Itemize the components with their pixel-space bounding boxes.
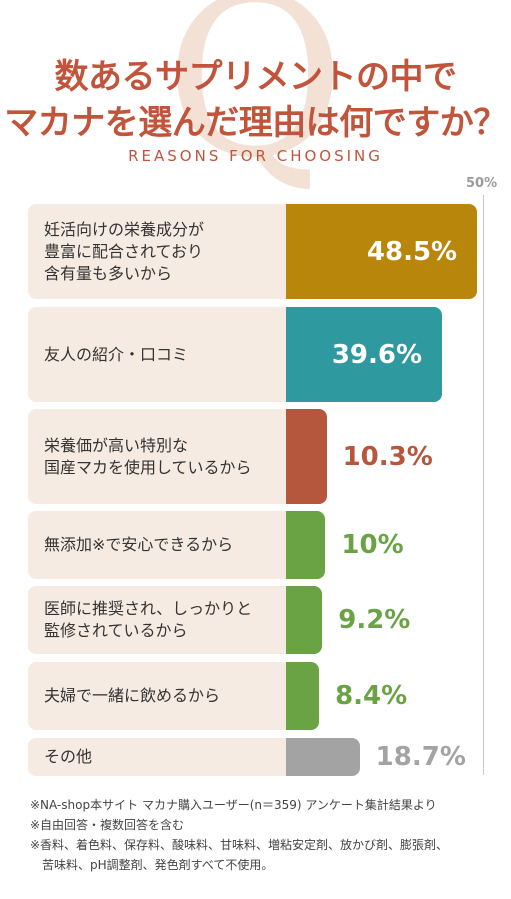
chart-row: 夫婦で一緒に飲めるから 8.4%	[0, 662, 511, 730]
category-label-box: 栄養価が高い特別な 国産マカを使用しているから	[28, 409, 300, 504]
title-line-1: 数あるサプリメントの中で	[54, 57, 458, 97]
value-label: 9.2%	[338, 605, 411, 635]
category-label-box: その他	[28, 738, 300, 776]
bar	[286, 307, 443, 402]
footnote: ※香料、着色料、保存料、酸味料、甘味料、増粘安定剤、放かび剤、膨張剤、	[30, 838, 449, 852]
chart-subtitle: REASONS FOR CHOOSING	[128, 147, 383, 165]
value-label: 10%	[341, 530, 404, 560]
q-watermark-icon: Q	[164, 0, 346, 206]
value-label: 39.6%	[331, 339, 423, 370]
chart-title: 数あるサプリメントの中で マカナを選んだ理由は何ですか？	[0, 54, 511, 146]
footnote: 苦味料、pH調整剤、発色剤すべて不使用。	[30, 858, 274, 872]
footnotes: ※NA-shop本サイト マカナ購入ユーザー(n＝359) アンケート集計結果よ…	[30, 795, 500, 875]
category-label-box: 医師に推奨され、しっかりと 監修されているから	[28, 586, 300, 654]
bar	[286, 738, 360, 776]
chart-row: 妊活向けの栄養成分が 豊富に配合されており 含有量も多いから 48.5%	[0, 204, 511, 299]
category-label-box: 無添加※で安心できるから	[28, 511, 300, 579]
axis-max-label: 50%	[466, 176, 498, 191]
category-label: 医師に推奨され、しっかりと 監修されているから	[44, 599, 253, 640]
value-label: 48.5%	[366, 236, 458, 267]
chart-row: 医師に推奨され、しっかりと 監修されているから 9.2%	[0, 586, 511, 654]
category-label: 栄養価が高い特別な 国産マカを使用しているから	[44, 435, 252, 477]
footnote: ※自由回答・複数回答を含む	[30, 818, 185, 832]
category-label-box: 妊活向けの栄養成分が 豊富に配合されており 含有量も多いから	[28, 204, 300, 299]
title-line-2: マカナを選んだ理由は何ですか？	[4, 103, 507, 143]
bar	[286, 204, 478, 299]
chart-row: 栄養価が高い特別な 国産マカを使用しているから 10.3%	[0, 409, 511, 504]
bar	[286, 662, 320, 730]
category-label: 友人の紹介・口コミ	[44, 344, 189, 364]
chart-row: 友人の紹介・口コミ 39.6%	[0, 307, 511, 402]
value-label: 18.7%	[375, 742, 466, 772]
category-label: その他	[44, 747, 93, 766]
bar-chart: 妊活向けの栄養成分が 豊富に配合されており 含有量も多いから 48.5% 友人の紹介…	[0, 204, 511, 776]
category-label-box: 夫婦で一緒に飲めるから	[28, 662, 300, 730]
category-label: 無添加※で安心できるから	[44, 535, 234, 554]
value-label: 8.4%	[335, 681, 408, 711]
footnote: ※NA-shop本サイト マカナ購入ユーザー(n＝359) アンケート集計結果よ…	[30, 798, 437, 812]
bar	[286, 511, 326, 579]
value-label: 10.3%	[342, 441, 433, 472]
category-label-box: 友人の紹介・口コミ	[28, 307, 300, 402]
chart-row: その他 18.7%	[0, 738, 511, 776]
axis-max-gridline	[483, 195, 484, 775]
chart-row: 無添加※で安心できるから 10%	[0, 511, 511, 579]
category-label: 夫婦で一緒に飲めるから	[44, 686, 221, 705]
category-label: 妊活向けの栄養成分が 豊富に配合されており 含有量も多いから	[44, 219, 205, 283]
bar	[286, 586, 323, 654]
bar	[286, 409, 327, 504]
